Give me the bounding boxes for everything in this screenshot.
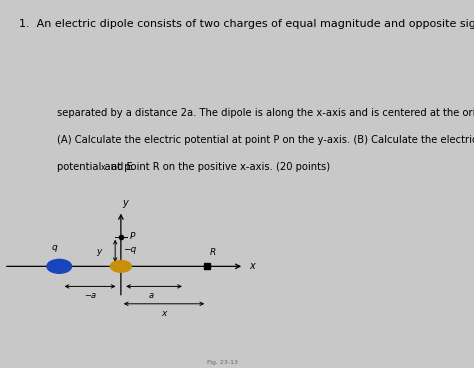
Text: x: x	[249, 261, 255, 271]
Text: potential and E: potential and E	[57, 162, 133, 172]
Text: x: x	[101, 163, 105, 172]
Text: −a: −a	[84, 291, 96, 300]
Text: R: R	[210, 248, 216, 257]
Text: x: x	[161, 309, 167, 318]
Text: y: y	[97, 247, 102, 256]
Text: Fig. 23-13: Fig. 23-13	[207, 360, 238, 365]
Text: y: y	[123, 198, 128, 208]
Text: a: a	[149, 291, 154, 300]
Text: P: P	[129, 232, 135, 241]
Text: q: q	[52, 243, 57, 252]
Text: −q: −q	[123, 245, 137, 254]
Text: separated by a distance 2a. The dipole is along the x-axis and is centered at th: separated by a distance 2a. The dipole i…	[57, 109, 474, 118]
Circle shape	[47, 259, 72, 273]
Text: 1.  An electric dipole consists of two charges of equal magnitude and opposite s: 1. An electric dipole consists of two ch…	[19, 19, 474, 29]
Circle shape	[110, 261, 131, 272]
Text: (A) Calculate the electric potential at point P on the y-axis. (B) Calculate the: (A) Calculate the electric potential at …	[57, 135, 474, 145]
Text: at point R on the positive x-axis. (20 points): at point R on the positive x-axis. (20 p…	[108, 162, 330, 172]
